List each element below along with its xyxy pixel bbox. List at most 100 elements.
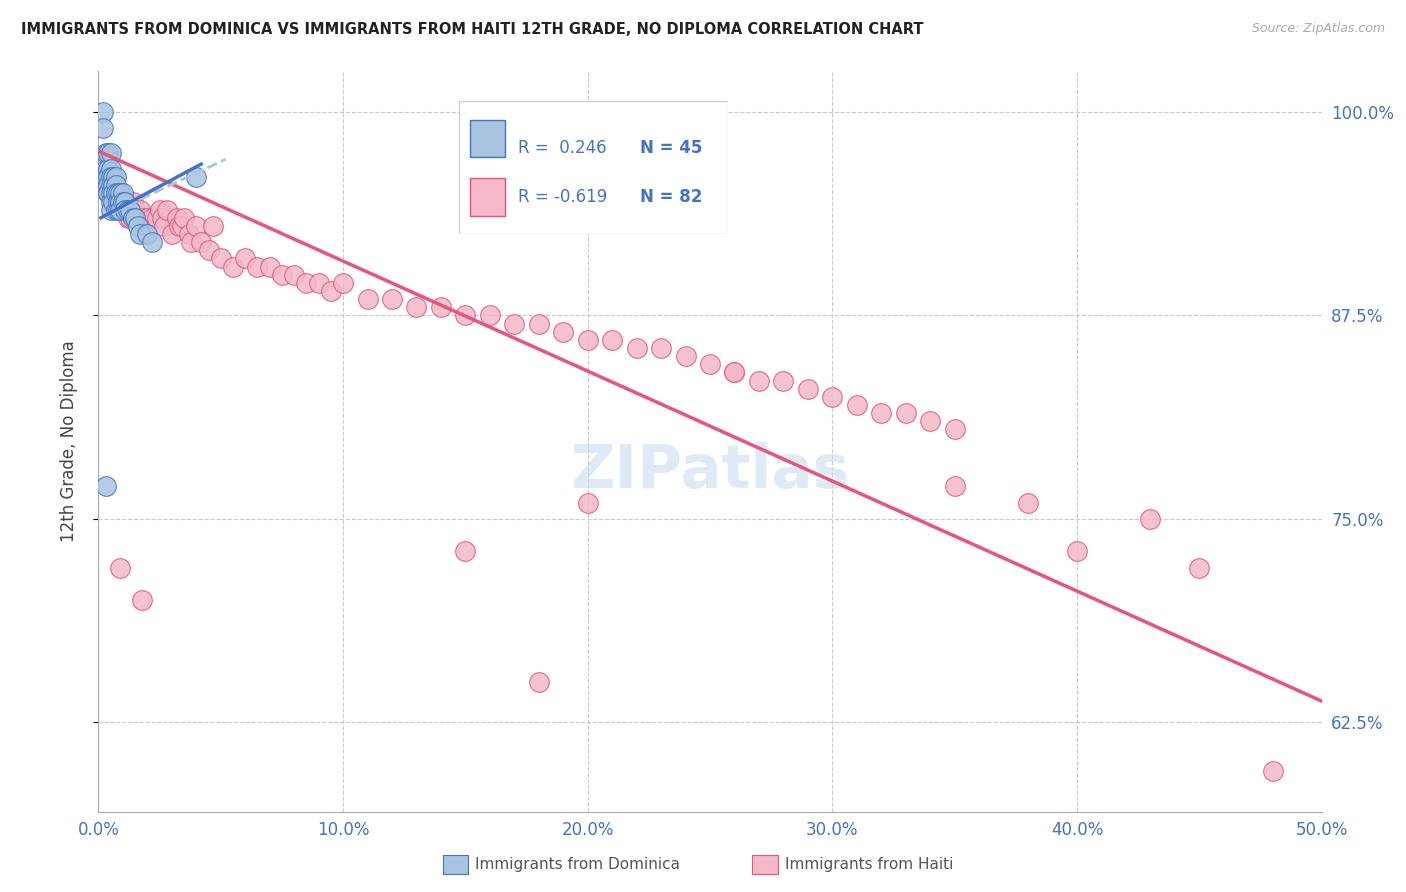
Point [295,276,318,290]
Point [430,301,453,315]
Point [845,398,868,412]
Point [100,202,122,217]
Point [870,406,893,420]
Bar [470,178,505,216]
Point [270,268,294,282]
Point [94,170,117,185]
Point [454,544,477,558]
Point [478,309,501,323]
Point [101,186,124,201]
Point [772,374,794,388]
Point [141,211,163,225]
Point [356,292,378,306]
Point [177,227,200,241]
Point [121,211,143,225]
Point [503,317,526,331]
Text: N = 82: N = 82 [640,188,702,206]
Point [107,194,129,209]
Text: ZIPatlas: ZIPatlas [571,442,849,500]
Point [110,186,132,201]
Point [104,170,127,185]
Point [101,186,124,201]
Point [100,170,122,185]
Point [527,317,550,331]
Point [97,161,120,176]
Point [100,194,122,209]
Point [101,178,124,193]
Point [97,186,120,201]
Point [110,202,132,217]
Point [127,219,149,233]
Text: R = -0.619: R = -0.619 [519,188,607,206]
Point [114,202,136,217]
Point [1066,544,1088,558]
Point [186,170,208,185]
Point [131,211,153,225]
Point [233,252,256,266]
Point [650,341,672,355]
Point [107,186,129,201]
Point [136,211,159,225]
Point [1188,560,1211,574]
Point [821,390,844,404]
Point [104,194,127,209]
Point [626,341,648,355]
Point [104,186,127,201]
Point [166,211,188,225]
Point [131,593,153,607]
Point [134,219,156,233]
Point [127,211,149,225]
Point [167,219,190,233]
Text: Immigrants from Haiti: Immigrants from Haiti [785,857,953,871]
Point [170,219,193,233]
Point [149,202,172,217]
Point [600,333,623,347]
Point [97,178,120,193]
Point [114,202,136,217]
Text: Source: ZipAtlas.com: Source: ZipAtlas.com [1251,22,1385,36]
Point [748,374,770,388]
Point [222,260,245,274]
Point [319,284,342,298]
Point [110,202,132,217]
Point [209,252,232,266]
Point [124,211,146,225]
Point [894,406,917,420]
Point [308,276,330,290]
Point [943,479,966,493]
Point [91,105,114,120]
Point [381,292,404,306]
Point [94,161,117,176]
Point [124,202,146,217]
Point [797,382,820,396]
Point [141,235,163,250]
Point [129,202,152,217]
Point [723,365,745,379]
Point [150,211,173,225]
Point [114,194,136,209]
Point [1017,495,1039,509]
Point [405,301,427,315]
Text: Immigrants from Dominica: Immigrants from Dominica [475,857,681,871]
Point [111,194,134,209]
Point [576,333,599,347]
Point [97,145,120,160]
Point [146,211,169,225]
Bar [470,120,505,157]
Point [97,170,120,185]
Point [101,194,124,209]
Point [111,186,134,201]
Point [723,365,745,379]
Point [173,211,195,225]
Point [97,186,120,201]
Point [120,211,142,225]
Text: N = 45: N = 45 [640,138,702,157]
Point [699,357,721,371]
Point [121,194,143,209]
Point [94,145,117,160]
Point [202,219,225,233]
Text: IMMIGRANTS FROM DOMINICA VS IMMIGRANTS FROM HAITI 12TH GRADE, NO DIPLOMA CORRELA: IMMIGRANTS FROM DOMINICA VS IMMIGRANTS F… [21,22,924,37]
Point [160,227,183,241]
Y-axis label: 12th Grade, No Diploma: 12th Grade, No Diploma [59,341,77,542]
Point [100,145,122,160]
